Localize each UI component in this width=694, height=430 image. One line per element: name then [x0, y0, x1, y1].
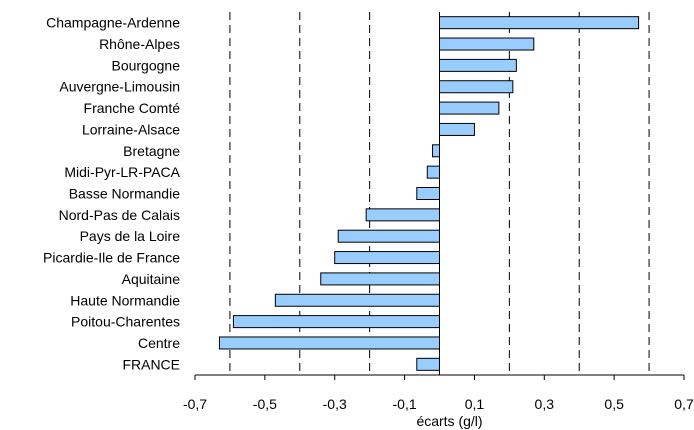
bar: [439, 16, 640, 30]
bar: [416, 357, 440, 371]
x-tick-label: -0,5: [253, 396, 277, 412]
bar: [439, 37, 535, 51]
category-label: Nord-Pas de Calais: [59, 207, 180, 223]
bar: [432, 144, 440, 158]
category-label: Champagne-Ardenne: [46, 15, 180, 31]
x-tick-label: -0,3: [323, 396, 347, 412]
x-axis-label: écarts (g/l): [416, 413, 482, 429]
bar: [334, 251, 441, 265]
category-label: Bretagne: [123, 143, 180, 159]
bar: [232, 315, 440, 329]
category-label: Rhône-Alpes: [99, 36, 180, 52]
grid-lines: [229, 12, 650, 375]
x-tick-label: 0,7: [674, 396, 694, 412]
category-label: Picardie-Ile de France: [43, 250, 180, 266]
bar: [416, 187, 440, 200]
x-tick-label: 0,1: [465, 396, 485, 412]
x-tick-labels: -0,7 -0,5 -0,3 -0,1 0,1 0,3 0,5 0,7: [183, 375, 694, 412]
category-label: Midi-Pyr-LR-PACA: [64, 164, 180, 180]
category-label: Aquitaine: [122, 271, 181, 287]
x-tick-label: 0,3: [535, 396, 555, 412]
category-label: FRANCE: [122, 356, 180, 372]
bar: [439, 80, 514, 94]
x-tick-label: 0,5: [604, 396, 624, 412]
category-label: Lorraine-Alsace: [82, 121, 180, 137]
bars: [218, 16, 640, 371]
bar: [320, 272, 440, 286]
category-label: Auvergne-Limousin: [59, 79, 180, 95]
category-label: Franche Comté: [84, 100, 181, 116]
bar: [274, 293, 441, 307]
bar: [218, 336, 440, 350]
category-label: Centre: [138, 335, 180, 351]
category-label: Haute Normandie: [70, 292, 180, 308]
category-label: Basse Normandie: [69, 186, 180, 202]
category-label: Bourgogne: [111, 57, 180, 73]
x-tick-label: -0,1: [393, 396, 417, 412]
bar: [439, 58, 517, 72]
category-label: Pays de la Loire: [80, 228, 181, 244]
bar: [426, 165, 440, 179]
x-tick-label: -0,7: [183, 396, 207, 412]
category-labels: Champagne-Ardenne Rhône-Alpes Bourgogne Auv…: [43, 15, 181, 373]
bar: [365, 208, 440, 222]
bar: [337, 229, 441, 243]
bar: [439, 122, 475, 136]
category-label: Poitou-Charentes: [71, 314, 180, 330]
bar: [439, 101, 500, 115]
